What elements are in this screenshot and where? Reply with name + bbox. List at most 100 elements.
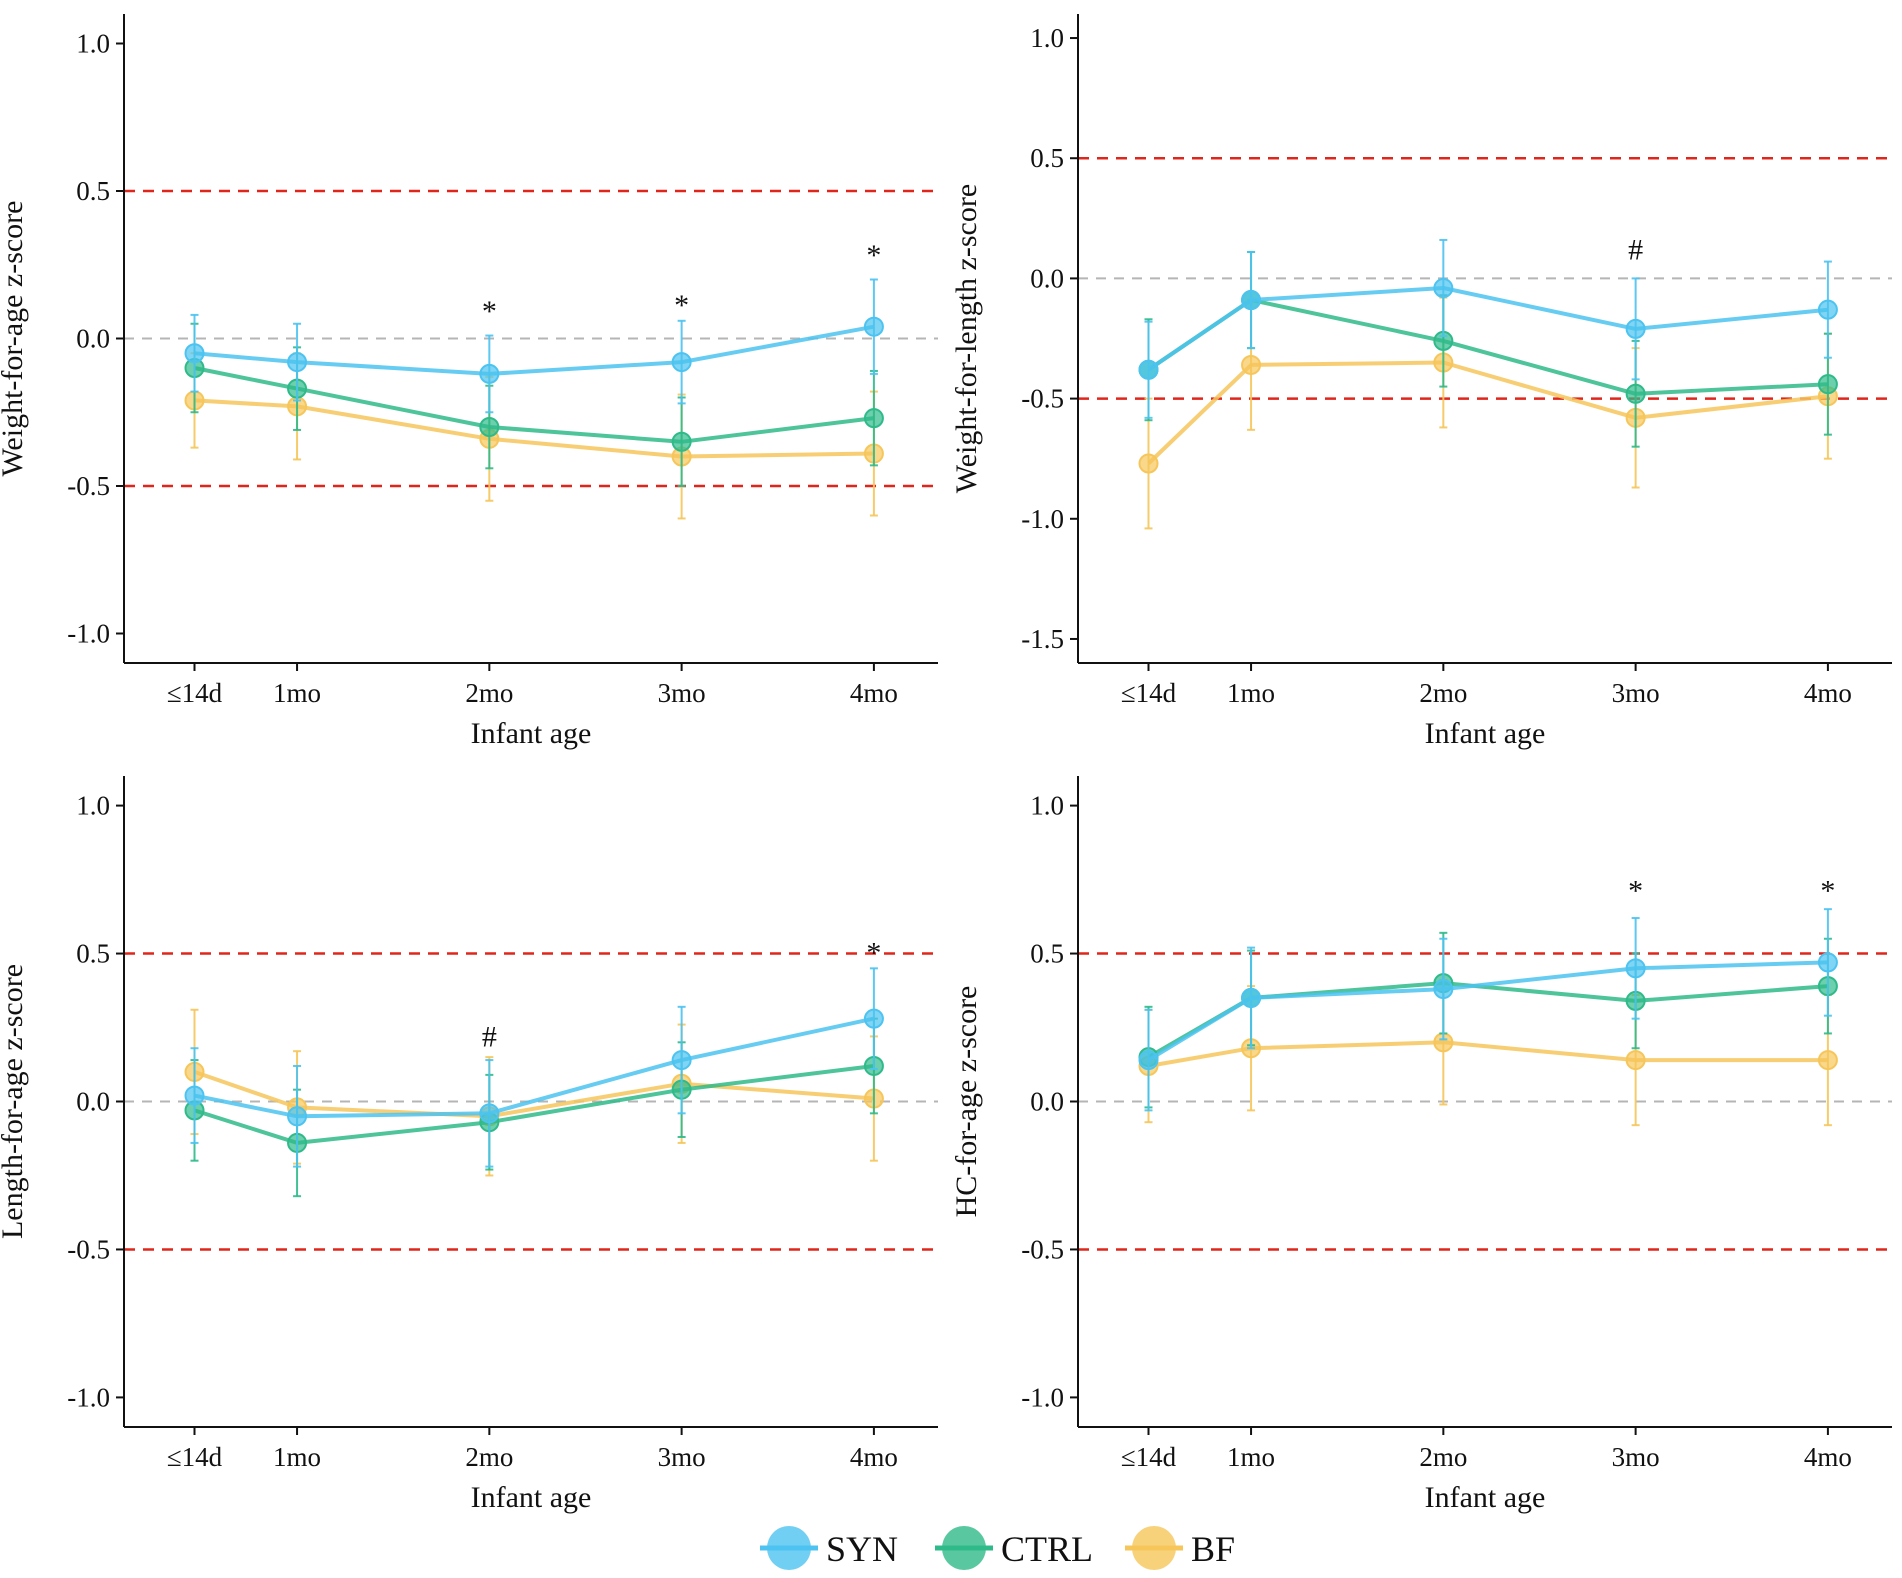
y-tick-label: -0.5 [67,1234,110,1264]
legend-marker [942,1526,986,1570]
data-point [863,408,884,429]
data-point [287,1106,308,1127]
x-tick-label: 4mo [1804,1442,1852,1472]
x-tick-label: 1mo [1227,678,1275,708]
significance-marker: * [866,937,881,970]
y-tick-label: 0.0 [1030,263,1064,293]
x-tick-label: ≤14d [167,1442,223,1472]
y-tick-label: 0.0 [1030,1087,1064,1117]
chart-panel-2: 1.0 0.5 0.0 -0.5 -1.0 -1.5 ≤14d 1mo 2mo 3mo 4mo Inf… [950,14,1892,750]
series-syn [184,278,884,414]
data-point [671,431,692,452]
y-tick-label: -0.5 [1021,384,1064,414]
data-point [1625,383,1646,404]
y-axis-title: HC-for-age z-score [950,986,983,1218]
legend-marker [1132,1526,1176,1570]
data-point [479,363,500,384]
data-point [1817,1050,1838,1071]
y-tick-label: 1.0 [1030,791,1064,821]
data-point [1817,952,1838,973]
y-tick-label: 0.5 [1030,939,1064,969]
series-bf [184,352,884,520]
series-syn [1138,238,1838,419]
series-bf [1138,296,1838,530]
data-point [184,1085,205,1106]
y-tick-label: 0.0 [76,324,110,354]
chart-panel-3: 1.0 0.5 0.0 -0.5 -1.0 ≤14d 1mo 2mo 3mo 4mo Infant … [0,776,938,1514]
y-tick-label: -1.0 [67,1382,110,1412]
x-axis-title: Infant age [1425,1481,1546,1514]
y-axis-title: Weight-for-age z-score [0,201,29,477]
panels-group: 1.0 0.5 0.0 -0.5 -1.0 ≤14d 1mo 2mo 3mo 4mo Infant … [0,14,1892,1514]
x-tick-label: 3mo [658,678,706,708]
y-tick-label: -1.0 [67,619,110,649]
data-point [1625,318,1646,339]
y-tick-label: -0.5 [67,471,110,501]
legend-label: BF [1191,1529,1235,1569]
series-ctrl [1138,931,1838,1109]
series-bf [184,1008,884,1177]
x-tick-label: 4mo [1804,678,1852,708]
legend-item-syn: SYN [760,1526,898,1570]
legend-item-ctrl: CTRL [935,1526,1093,1570]
data-point [863,1008,884,1029]
x-tick-label: ≤14d [1121,1442,1177,1472]
data-point [287,352,308,373]
y-tick-label: 1.0 [1030,23,1064,53]
legend-marker [767,1526,811,1570]
x-tick-label: 4mo [850,678,898,708]
data-point [671,1050,692,1071]
data-point [863,316,884,337]
x-tick-label: 2mo [465,678,513,708]
chart-panel-4: 1.0 0.5 0.0 -0.5 -1.0 ≤14d 1mo 2mo 3mo 4mo Infant … [950,776,1892,1514]
y-tick-label: 1.0 [76,791,110,821]
data-point [1241,987,1262,1008]
data-point [1138,453,1159,474]
y-tick-label: -1.0 [1021,1382,1064,1412]
y-tick-label: -0.5 [1021,1234,1064,1264]
x-tick-label: 2mo [1419,1442,1467,1472]
y-axis-title: Length-for-age z-score [0,964,29,1239]
data-point [1433,979,1454,1000]
series-syn [1138,908,1838,1112]
chart-panel-1: 1.0 0.5 0.0 -0.5 -1.0 ≤14d 1mo 2mo 3mo 4mo Infant … [0,14,938,750]
x-tick-label: 2mo [465,1442,513,1472]
x-axis-title: Infant age [471,717,592,750]
legend: SYN CTRL BF [760,1526,1235,1570]
significance-marker: * [866,239,881,272]
x-axis-title: Infant age [1425,717,1546,750]
legend-item-bf: BF [1125,1526,1235,1570]
data-point [1138,1050,1159,1071]
data-point [479,1103,500,1124]
y-tick-label: -1.5 [1021,624,1064,654]
legend-label: CTRL [1001,1529,1093,1569]
significance-marker: * [1820,875,1835,908]
x-tick-label: 1mo [273,678,321,708]
x-tick-label: 3mo [1612,678,1660,708]
x-tick-label: 2mo [1419,678,1467,708]
y-tick-label: 1.0 [76,29,110,59]
data-point [1241,354,1262,375]
x-tick-label: 3mo [658,1442,706,1472]
y-axis-title: Weight-for-length z-score [950,184,983,493]
data-point [671,352,692,373]
x-tick-label: ≤14d [167,678,223,708]
significance-marker: # [1628,234,1643,267]
series-ctrl [1138,250,1838,448]
significance-marker: * [674,289,689,322]
data-point [1433,278,1454,299]
legend-label: SYN [826,1529,898,1569]
x-tick-label: 1mo [273,1442,321,1472]
y-tick-label: 0.5 [76,939,110,969]
data-point [1817,299,1838,320]
significance-marker: # [482,1020,497,1053]
data-point [1625,1050,1646,1071]
y-tick-label: 0.5 [76,176,110,206]
x-tick-label: 4mo [850,1442,898,1472]
y-tick-label: 0.5 [1030,143,1064,173]
x-tick-label: ≤14d [1121,678,1177,708]
data-point [1138,359,1159,380]
data-point [184,343,205,364]
significance-marker: * [482,295,497,328]
data-point [1241,290,1262,311]
